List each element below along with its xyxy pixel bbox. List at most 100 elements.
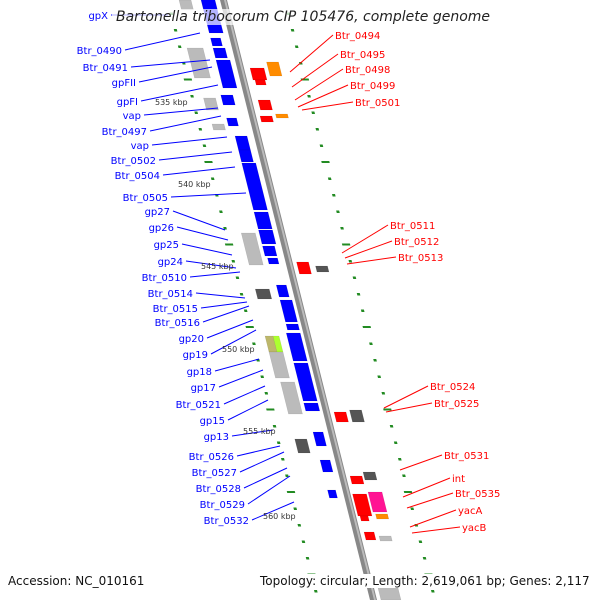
gene-label-int[interactable]: int: [452, 474, 465, 485]
gene-label-btr_0502[interactable]: Btr_0502: [111, 156, 156, 167]
gene-label-btr_0521[interactable]: Btr_0521: [176, 400, 221, 411]
gene-label-btr_0529[interactable]: Btr_0529: [200, 500, 245, 511]
gene-label-vap[interactable]: vap: [123, 111, 141, 122]
reverse-gene[interactable]: [333, 411, 349, 423]
forward-gene[interactable]: [267, 257, 280, 265]
reverse-gene[interactable]: [363, 531, 377, 541]
pseudo-gene[interactable]: [294, 438, 311, 454]
reverse-gene[interactable]: [275, 113, 289, 119]
gene-label-btr_0527[interactable]: Btr_0527: [192, 468, 237, 479]
reverse-gene[interactable]: [266, 61, 283, 77]
forward-gene[interactable]: [238, 149, 254, 163]
gene-label-gp19[interactable]: gp19: [183, 350, 208, 361]
label-leader-line: [297, 84, 349, 108]
gene-label-gpx[interactable]: gpX: [88, 11, 108, 22]
forward-gene[interactable]: [212, 47, 228, 59]
gene-label-btr_0498[interactable]: Btr_0498: [345, 65, 390, 76]
gene-label-btr_0490[interactable]: Btr_0490: [77, 46, 122, 57]
pseudo-gene[interactable]: [315, 265, 330, 273]
gene-label-gpfi[interactable]: gpFI: [117, 97, 138, 108]
pseudo-gene[interactable]: [211, 123, 226, 131]
forward-gene[interactable]: [226, 117, 239, 127]
pseudo-gene[interactable]: [362, 471, 378, 481]
forward-gene[interactable]: [327, 489, 338, 499]
scale-tick: [305, 557, 310, 560]
pseudo-gene[interactable]: [240, 232, 264, 266]
scale-tick: [290, 29, 295, 32]
forward-gene[interactable]: [210, 37, 223, 47]
gene-label-btr_0525[interactable]: Btr_0525: [434, 399, 479, 410]
gene-label-btr_0501[interactable]: Btr_0501: [355, 98, 400, 109]
gene-label-btr_0512[interactable]: Btr_0512: [394, 237, 439, 248]
gene-label-gp17[interactable]: gp17: [191, 383, 216, 394]
forward-gene[interactable]: [303, 402, 321, 412]
gene-label-gp27[interactable]: gp27: [145, 207, 170, 218]
reverse-gene[interactable]: [296, 261, 312, 275]
gene-label-gp18[interactable]: gp18: [187, 367, 212, 378]
forward-gene[interactable]: [258, 229, 277, 245]
forward-gene[interactable]: [279, 299, 298, 323]
scale-tick: [321, 161, 330, 163]
forward-gene[interactable]: [234, 135, 251, 151]
forward-gene[interactable]: [319, 459, 334, 473]
pseudo-gene[interactable]: [186, 47, 211, 79]
gene-label-btr_0526[interactable]: Btr_0526: [189, 452, 234, 463]
reverse-gene[interactable]: [249, 67, 268, 81]
scale-tick: [219, 210, 223, 213]
forward-gene[interactable]: [312, 431, 327, 447]
gene-label-gp15[interactable]: gp15: [200, 416, 225, 427]
gene-label-btr_0515[interactable]: Btr_0515: [153, 304, 198, 315]
gene-label-btr_0535[interactable]: Btr_0535: [455, 489, 500, 500]
gene-label-btr_0532[interactable]: Btr_0532: [204, 516, 249, 527]
forward-gene[interactable]: [275, 284, 290, 298]
gene-label-vap[interactable]: vap: [131, 141, 149, 152]
pseudo-gene[interactable]: [203, 97, 219, 111]
gene-label-btr_0528[interactable]: Btr_0528: [196, 484, 241, 495]
gene-label-btr_0497[interactable]: Btr_0497: [102, 127, 147, 138]
gene-label-btr_0531[interactable]: Btr_0531: [444, 451, 489, 462]
gene-label-yaca[interactable]: yacA: [458, 506, 483, 517]
pseudo-gene[interactable]: [254, 288, 273, 300]
gene-label-btr_0513[interactable]: Btr_0513: [398, 253, 443, 264]
reverse-gene[interactable]: [359, 515, 370, 522]
gene-label-gp13[interactable]: gp13: [204, 432, 229, 443]
forward-gene[interactable]: [293, 362, 318, 402]
reverse-gene[interactable]: [257, 99, 273, 111]
reverse-gene[interactable]: [349, 475, 365, 485]
gene-label-gp20[interactable]: gp20: [179, 334, 204, 345]
reverse-gene[interactable]: [375, 513, 390, 520]
gene-label-gp25[interactable]: gp25: [154, 240, 179, 251]
gene-label-btr_0499[interactable]: Btr_0499: [350, 81, 395, 92]
gene-label-yacb[interactable]: yacB: [462, 523, 487, 534]
forward-gene[interactable]: [285, 332, 308, 362]
gene-label-gp24[interactable]: gp24: [158, 257, 183, 268]
gene-label-btr_0511[interactable]: Btr_0511: [390, 221, 435, 232]
gene-label-btr_0495[interactable]: Btr_0495: [340, 50, 385, 61]
forward-gene[interactable]: [220, 94, 236, 106]
forward-gene[interactable]: [285, 323, 300, 331]
forward-gene[interactable]: [241, 162, 268, 211]
gene-label-btr_0514[interactable]: Btr_0514: [148, 289, 193, 300]
pseudo-gene[interactable]: [349, 409, 365, 423]
gene-label-btr_0491[interactable]: Btr_0491: [83, 63, 128, 74]
reverse-gene[interactable]: [254, 79, 267, 86]
reverse-gene[interactable]: [259, 115, 274, 123]
reverse-gene[interactable]: [367, 491, 388, 513]
pseudo-gene[interactable]: [268, 351, 290, 379]
gene-label-gpfii[interactable]: gpFII: [112, 78, 136, 89]
forward-gene[interactable]: [262, 245, 278, 257]
gene-label-btr_0524[interactable]: Btr_0524: [430, 382, 475, 393]
gene-label-btr_0505[interactable]: Btr_0505: [123, 193, 168, 204]
pseudo-gene[interactable]: [378, 535, 393, 542]
gene-label-btr_0494[interactable]: Btr_0494: [335, 31, 380, 42]
pseudo-gene[interactable]: [280, 381, 303, 415]
gene-label-gp26[interactable]: gp26: [149, 223, 174, 234]
scale-tick: [431, 590, 435, 593]
gene-label-btr_0504[interactable]: Btr_0504: [115, 171, 160, 182]
forward-gene[interactable]: [215, 59, 238, 89]
label-leader-line: [385, 402, 433, 413]
forward-gene[interactable]: [253, 211, 273, 230]
gene-label-btr_0510[interactable]: Btr_0510: [142, 273, 187, 284]
gene-label-btr_0516[interactable]: Btr_0516: [155, 318, 200, 329]
